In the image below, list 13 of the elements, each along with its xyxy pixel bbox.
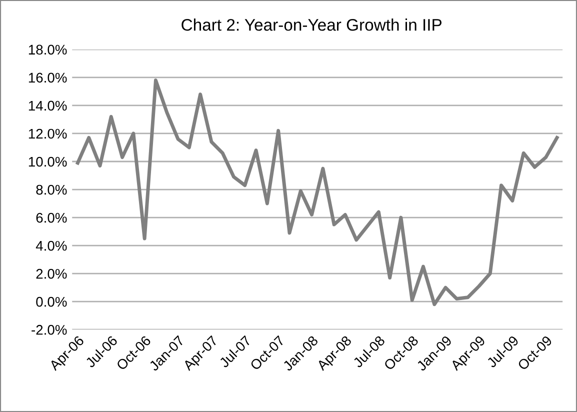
y-tick-label: 14.0%: [28, 100, 67, 111]
y-tick-label: 12.0%: [28, 128, 67, 139]
y-tick-label: 16.0%: [28, 72, 67, 83]
y-tick-label: -2.0%: [32, 324, 67, 335]
y-tick-label: 4.0%: [36, 240, 67, 251]
y-tick-label: 2.0%: [36, 268, 67, 279]
y-tick-label: 0.0%: [36, 296, 67, 307]
line-series: [76, 78, 559, 306]
y-tick-label: 10.0%: [28, 156, 67, 167]
y-tick-label: 18.0%: [28, 44, 67, 55]
y-tick-label: 6.0%: [36, 212, 67, 223]
chart-title: Chart 2: Year-on-Year Growth in IIP: [182, 18, 442, 31]
y-tick-label: 8.0%: [36, 184, 67, 195]
